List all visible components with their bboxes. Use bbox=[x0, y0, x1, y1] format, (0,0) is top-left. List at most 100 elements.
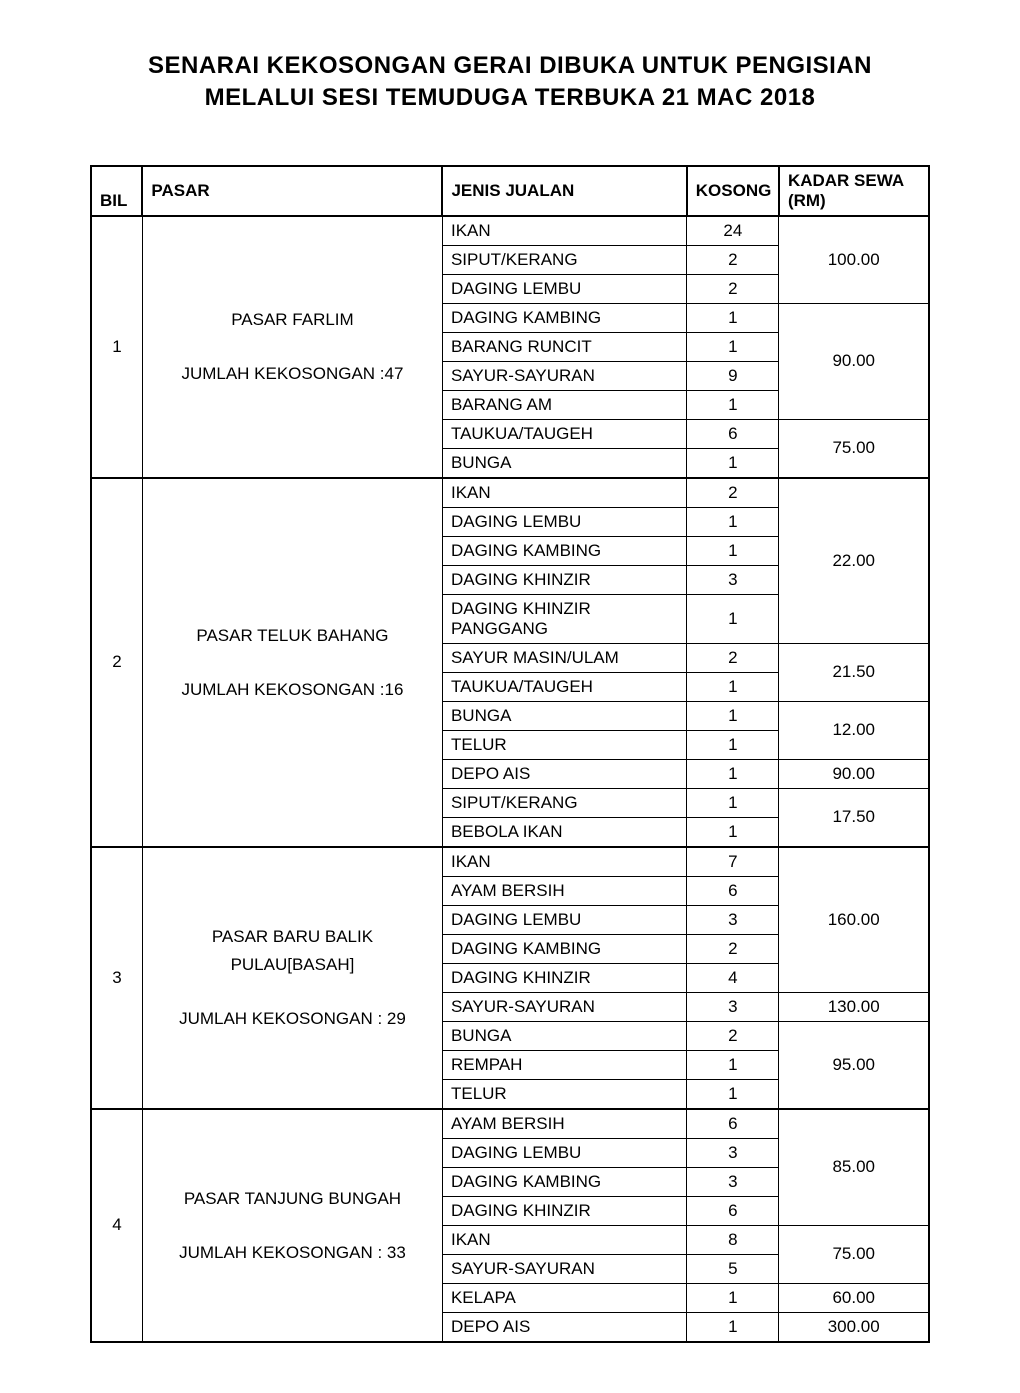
jenis-cell: AYAM BERSIH bbox=[442, 1109, 686, 1139]
kosong-cell: 2 bbox=[687, 1021, 779, 1050]
jenis-cell: DAGING KHINZIR bbox=[442, 963, 686, 992]
kosong-cell: 1 bbox=[687, 817, 779, 847]
title-line-2: MELALUI SESI TEMUDUGA TERBUKA 21 MAC 201… bbox=[205, 84, 816, 111]
vacancy-table: BIL PASAR JENIS JUALAN KOSONG KADAR SEWA… bbox=[90, 165, 930, 1343]
jenis-cell: AYAM BERSIH bbox=[442, 876, 686, 905]
jenis-cell: IKAN bbox=[442, 216, 686, 246]
kadar-cell: 75.00 bbox=[779, 1225, 929, 1283]
pasar-name: PASAR BARU BALIK PULAU[BASAH] bbox=[151, 923, 434, 977]
kosong-cell: 1 bbox=[687, 672, 779, 701]
kosong-cell: 5 bbox=[687, 1254, 779, 1283]
kadar-cell: 60.00 bbox=[779, 1283, 929, 1312]
kosong-cell: 2 bbox=[687, 245, 779, 274]
kosong-cell: 2 bbox=[687, 274, 779, 303]
table-row: 1PASAR FARLIMJUMLAH KEKOSONGAN :47IKAN24… bbox=[91, 216, 929, 246]
col-kadar: KADAR SEWA (RM) bbox=[779, 166, 929, 216]
table-row: 2PASAR TELUK BAHANGJUMLAH KEKOSONGAN :16… bbox=[91, 478, 929, 508]
pasar-total: JUMLAH KEKOSONGAN :47 bbox=[151, 360, 434, 387]
kadar-cell: 85.00 bbox=[779, 1109, 929, 1226]
jenis-cell: DAGING LEMBU bbox=[442, 507, 686, 536]
kosong-cell: 1 bbox=[687, 759, 779, 788]
jenis-cell: IKAN bbox=[442, 1225, 686, 1254]
kosong-cell: 6 bbox=[687, 1196, 779, 1225]
jenis-cell: DEPO AIS bbox=[442, 1312, 686, 1342]
pasar-cell: PASAR TANJUNG BUNGAH JUMLAH KEKOSONGAN : … bbox=[142, 1109, 442, 1342]
kadar-cell: 75.00 bbox=[779, 419, 929, 478]
kosong-cell: 2 bbox=[687, 478, 779, 508]
jenis-cell: TELUR bbox=[442, 1079, 686, 1109]
pasar-cell: PASAR TELUK BAHANGJUMLAH KEKOSONGAN :16 bbox=[142, 478, 442, 847]
kadar-cell: 160.00 bbox=[779, 847, 929, 993]
pasar-total: JUMLAH KEKOSONGAN : 29 bbox=[151, 1005, 434, 1032]
jenis-cell: DAGING LEMBU bbox=[442, 274, 686, 303]
kosong-cell: 2 bbox=[687, 934, 779, 963]
jenis-cell: BARANG RUNCIT bbox=[442, 332, 686, 361]
page-title: SENARAI KEKOSONGAN GERAI DIBUKA UNTUK PE… bbox=[90, 50, 930, 115]
kosong-cell: 1 bbox=[687, 1050, 779, 1079]
kadar-cell: 95.00 bbox=[779, 1021, 929, 1109]
kosong-cell: 1 bbox=[687, 1079, 779, 1109]
jenis-cell: SAYUR-SAYURAN bbox=[442, 1254, 686, 1283]
kosong-cell: 7 bbox=[687, 847, 779, 877]
jenis-cell: TELUR bbox=[442, 730, 686, 759]
kadar-cell: 22.00 bbox=[779, 478, 929, 644]
col-pasar: PASAR bbox=[142, 166, 442, 216]
kosong-cell: 3 bbox=[687, 905, 779, 934]
jenis-cell: IKAN bbox=[442, 847, 686, 877]
jenis-cell: DAGING LEMBU bbox=[442, 1138, 686, 1167]
jenis-cell: DAGING KAMBING bbox=[442, 934, 686, 963]
table-header-row: BIL PASAR JENIS JUALAN KOSONG KADAR SEWA… bbox=[91, 166, 929, 216]
kosong-cell: 2 bbox=[687, 643, 779, 672]
jenis-cell: BUNGA bbox=[442, 1021, 686, 1050]
title-line-1: SENARAI KEKOSONGAN GERAI DIBUKA UNTUK PE… bbox=[148, 52, 872, 79]
kosong-cell: 6 bbox=[687, 876, 779, 905]
kosong-cell: 1 bbox=[687, 730, 779, 759]
jenis-cell: SAYUR MASIN/ULAM bbox=[442, 643, 686, 672]
kosong-cell: 9 bbox=[687, 361, 779, 390]
kosong-cell: 1 bbox=[687, 303, 779, 332]
pasar-name: PASAR TANJUNG BUNGAH bbox=[151, 1185, 434, 1212]
kosong-cell: 1 bbox=[687, 594, 779, 643]
jenis-cell: SIPUT/KERANG bbox=[442, 788, 686, 817]
kosong-cell: 1 bbox=[687, 701, 779, 730]
kosong-cell: 1 bbox=[687, 448, 779, 478]
jenis-cell: DAGING KHINZIR PANGGANG bbox=[442, 594, 686, 643]
kosong-cell: 3 bbox=[687, 1138, 779, 1167]
kosong-cell: 3 bbox=[687, 992, 779, 1021]
kosong-cell: 1 bbox=[687, 1283, 779, 1312]
kosong-cell: 1 bbox=[687, 1312, 779, 1342]
table-row: 4PASAR TANJUNG BUNGAHJUMLAH KEKOSONGAN :… bbox=[91, 1109, 929, 1139]
kosong-cell: 24 bbox=[687, 216, 779, 246]
kadar-cell: 90.00 bbox=[779, 303, 929, 419]
pasar-total: JUMLAH KEKOSONGAN : 33 bbox=[151, 1239, 434, 1266]
jenis-cell: SAYUR-SAYURAN bbox=[442, 361, 686, 390]
kosong-cell: 6 bbox=[687, 1109, 779, 1139]
kadar-cell: 100.00 bbox=[779, 216, 929, 304]
kosong-cell: 3 bbox=[687, 1167, 779, 1196]
kosong-cell: 4 bbox=[687, 963, 779, 992]
jenis-cell: DAGING LEMBU bbox=[442, 905, 686, 934]
jenis-cell: DAGING KAMBING bbox=[442, 1167, 686, 1196]
pasar-cell: PASAR BARU BALIK PULAU[BASAH] JUMLAH KEKO… bbox=[142, 847, 442, 1109]
bil-cell: 3 bbox=[91, 847, 142, 1109]
pasar-name: PASAR FARLIM bbox=[151, 306, 434, 333]
jenis-cell: DAGING KHINZIR bbox=[442, 1196, 686, 1225]
kosong-cell: 8 bbox=[687, 1225, 779, 1254]
kosong-cell: 1 bbox=[687, 390, 779, 419]
kadar-cell: 130.00 bbox=[779, 992, 929, 1021]
kosong-cell: 1 bbox=[687, 536, 779, 565]
table-row: 3PASAR BARU BALIK PULAU[BASAH]JUMLAH KEK… bbox=[91, 847, 929, 877]
pasar-name: PASAR TELUK BAHANG bbox=[151, 622, 434, 649]
bil-cell: 4 bbox=[91, 1109, 142, 1342]
bil-cell: 2 bbox=[91, 478, 142, 847]
kosong-cell: 3 bbox=[687, 565, 779, 594]
jenis-cell: DAGING KAMBING bbox=[442, 303, 686, 332]
pasar-cell: PASAR FARLIM JUMLAH KEKOSONGAN :47 bbox=[142, 216, 442, 478]
jenis-cell: DEPO AIS bbox=[442, 759, 686, 788]
jenis-cell: SIPUT/KERANG bbox=[442, 245, 686, 274]
kosong-cell: 6 bbox=[687, 419, 779, 448]
jenis-cell: KELAPA bbox=[442, 1283, 686, 1312]
jenis-cell: TAUKUA/TAUGEH bbox=[442, 419, 686, 448]
jenis-cell: BARANG AM bbox=[442, 390, 686, 419]
kosong-cell: 1 bbox=[687, 507, 779, 536]
